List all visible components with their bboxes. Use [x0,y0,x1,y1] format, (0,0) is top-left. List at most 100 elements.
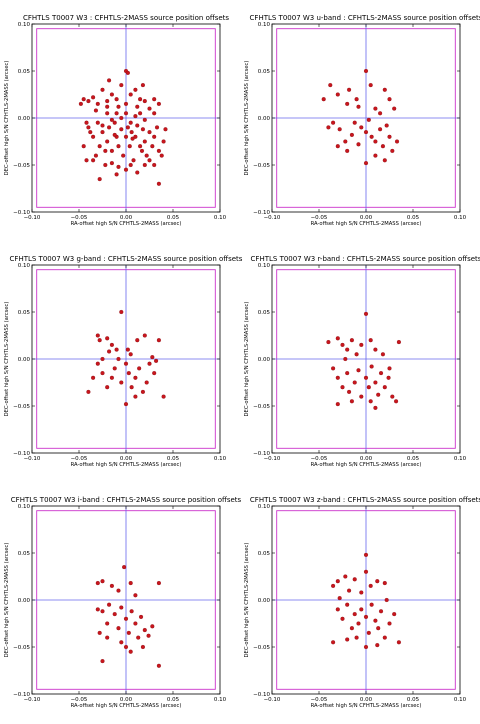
data-point [359,394,364,399]
data-point [340,342,345,347]
data-point [394,399,399,404]
data-point [105,111,110,116]
data-point [382,635,387,640]
data-point [152,371,157,376]
x-axis-label: RA-offset high S/N CFHTLS-2MASS (arcsec) [311,462,422,468]
data-point [335,402,340,407]
data-point [147,361,152,366]
data-point [133,134,138,139]
data-point [109,583,114,588]
data-point [123,361,129,366]
y-tick-label: 0.00 [258,116,271,122]
data-point [95,361,100,366]
data-point [109,148,114,153]
data-point [392,612,397,617]
data-point [128,352,133,357]
y-tick-label: −0.10 [13,692,30,698]
data-point [356,142,361,147]
data-point [123,616,129,621]
data-point [352,120,357,125]
data-point [140,83,145,88]
data-point [359,125,364,130]
data-point [387,134,392,139]
chart-panel-3: CFHTLS T0007 W3 g-band : CFHTLS-2MASS so… [4,255,243,468]
data-point [368,583,373,588]
data-point [119,83,124,88]
data-point [84,120,89,125]
x-axis-label: RA-offset high S/N CFHTLS-2MASS (arcsec) [71,221,182,227]
data-point [163,127,168,132]
y-tick-label: 0.05 [18,310,31,316]
data-point [95,101,100,106]
y-tick-label: 0.00 [18,598,31,604]
data-point [95,120,100,125]
data-point [105,99,110,104]
data-point [130,136,135,141]
data-point [154,125,160,130]
data-point [345,602,350,607]
data-point [135,104,140,109]
x-tick-label: 0.10 [454,456,467,462]
data-point [161,139,166,144]
data-point [93,108,98,113]
data-point [154,358,159,363]
x-tick-label: 0.10 [214,215,227,221]
data-point [97,338,102,343]
data-point [366,630,371,635]
data-point [373,139,378,144]
data-point [356,104,361,109]
x-tick-label: 0.05 [407,697,420,703]
data-point [152,97,157,102]
data-point [156,101,161,106]
data-point [373,618,378,623]
data-point [363,311,369,316]
x-tick-label: 0.00 [120,215,133,221]
data-point [112,366,117,371]
data-point [100,371,105,376]
data-point [125,347,130,352]
data-point [366,385,371,390]
x-tick-label: 0.10 [454,215,467,221]
data-point [95,333,100,338]
y-tick-label: −0.05 [13,404,30,410]
data-point [390,394,395,399]
data-point [326,340,331,345]
data-point [152,111,157,116]
data-point [114,97,119,102]
data-point [142,333,147,338]
y-tick-label: −0.10 [13,451,30,457]
data-point [382,87,387,92]
data-point [123,644,129,650]
data-point [363,644,369,650]
data-point [156,663,161,668]
x-tick-label: −0.10 [24,215,41,221]
data-point [123,134,129,139]
x-tick-label: −0.10 [264,697,281,703]
data-point [369,602,374,607]
data-point [105,336,110,341]
data-point [126,630,131,635]
data-point [97,630,102,635]
data-point [97,177,102,182]
x-tick-label: 0.05 [167,697,180,703]
data-point [152,134,157,139]
data-point [373,405,378,410]
data-point [91,158,96,163]
x-tick-label: −0.05 [311,697,328,703]
data-point [335,607,340,612]
y-tick-label: 0.00 [18,357,31,363]
y-tick-label: −0.05 [253,404,270,410]
data-point [335,92,340,97]
data-point [337,127,342,132]
data-point [384,597,389,603]
data-point [135,170,140,175]
data-point [138,97,143,102]
data-point [387,621,392,626]
y-tick-label: 0.00 [18,116,31,122]
x-tick-label: 0.05 [407,215,420,221]
data-point [95,607,100,612]
data-point [380,352,385,357]
chart-panel-5: CFHTLS T0007 W3 i-band : CFHTLS-2MASS so… [4,496,242,709]
data-point [387,366,392,371]
